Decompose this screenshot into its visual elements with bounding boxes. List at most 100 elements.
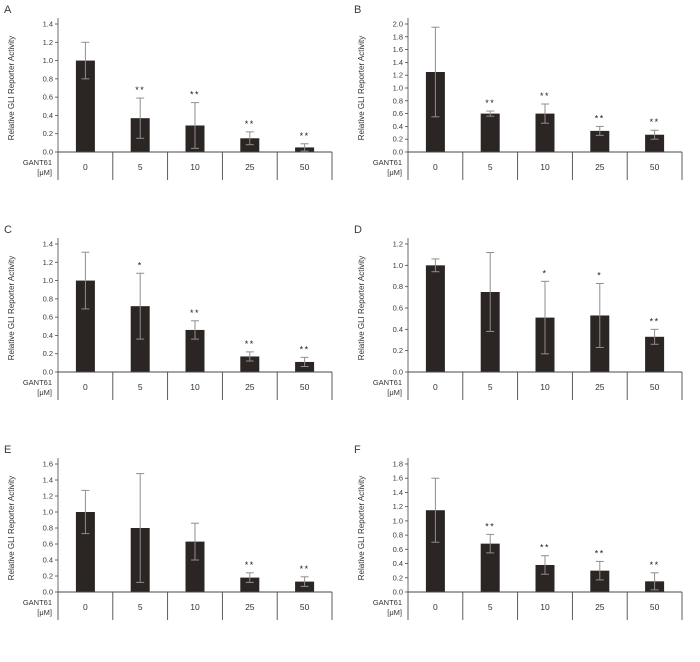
y-tick-label: 0.6 — [43, 540, 53, 549]
bar — [240, 577, 260, 592]
panel-a: A 0.0 0.2 0.4 0.6 0.8 1.0 1.2 1.4 ** ** ** ** 0 5 10 25… — [0, 2, 350, 222]
y-tick-label: 1.4 — [393, 488, 403, 497]
x-category-label: 10 — [190, 382, 200, 392]
y-axis-label: Relative GLI Reporter Activity — [7, 36, 16, 140]
y-tick-label: 0.8 — [43, 524, 53, 533]
bar — [535, 564, 555, 592]
x-category-label: 10 — [190, 162, 200, 172]
x-category-label: 0 — [433, 162, 438, 172]
y-tick-label: 1.2 — [393, 71, 403, 80]
y-tick-label: 0.0 — [393, 148, 403, 157]
significance-marker: ** — [300, 564, 310, 574]
y-tick-label: 1.2 — [393, 240, 403, 249]
y-tick-label: 0.4 — [393, 559, 403, 568]
x-category-label: 5 — [138, 382, 143, 392]
y-tick-label: 2.0 — [393, 20, 403, 29]
x-category-label: 5 — [138, 162, 143, 172]
y-tick-label: 0.6 — [393, 545, 403, 554]
bar — [185, 329, 205, 372]
panel-letter-c: C — [4, 224, 12, 236]
x-category-label: 25 — [245, 382, 255, 392]
x-category-label: 10 — [540, 162, 550, 172]
y-tick-label: 1.2 — [393, 502, 403, 511]
x-category-label: 50 — [300, 602, 310, 612]
bar — [645, 336, 665, 372]
x-category-label: 50 — [650, 382, 660, 392]
y-tick-label: 0.6 — [393, 109, 403, 118]
y-tick-label: 0.2 — [393, 346, 403, 355]
significance-marker: ** — [245, 339, 255, 349]
bar — [425, 510, 445, 592]
x-category-label: 25 — [595, 162, 605, 172]
panel-letter-a: A — [4, 4, 12, 16]
panel-letter-b: B — [354, 4, 362, 16]
significance-marker: ** — [245, 560, 255, 570]
panel-b: B 0.0 0.2 0.4 0.6 0.8 1.0 1.2 1.4 1.6 1.8 2.0 ** ** *… — [350, 2, 700, 222]
bar — [480, 113, 500, 152]
significance-marker: * — [542, 268, 547, 278]
significance-marker: ** — [540, 543, 550, 553]
y-tick-label: 0.8 — [43, 74, 53, 83]
significance-marker: ** — [595, 113, 605, 123]
y-tick-label: 0.8 — [393, 96, 403, 105]
x-category-label: 50 — [650, 602, 660, 612]
y-tick-label: 1.2 — [43, 258, 53, 267]
y-tick-label: 0.2 — [393, 573, 403, 582]
bar — [75, 280, 95, 372]
panel-d: D 0.0 0.2 0.4 0.6 0.8 1.0 1.2 * * ** 0 5 10 25 50 GANT6… — [350, 222, 700, 442]
bar-chart-b: 0.0 0.2 0.4 0.6 0.8 1.0 1.2 1.4 1.6 1.8 2.0 ** ** ** *… — [357, 18, 683, 180]
y-tick-label: 1.6 — [393, 45, 403, 54]
x-category-label: 10 — [540, 602, 550, 612]
y-axis-label: Relative GLI Reporter Activity — [357, 256, 366, 360]
y-tick-label: 0.0 — [43, 588, 53, 597]
panel-letter-f: F — [354, 444, 361, 456]
bar — [590, 130, 610, 152]
x-category-label: 50 — [650, 162, 660, 172]
y-tick-label: 0.4 — [43, 556, 53, 565]
bar — [480, 292, 500, 372]
y-tick-label: 0.4 — [393, 122, 403, 131]
x-category-label: 50 — [300, 162, 310, 172]
y-tick-label: 0.4 — [393, 325, 403, 334]
y-tick-label: 0.2 — [43, 349, 53, 358]
y-tick-label: 1.0 — [43, 508, 53, 517]
significance-marker: ** — [485, 98, 495, 108]
x-category-label: 5 — [488, 602, 493, 612]
y-axis-label: Relative GLI Reporter Activity — [357, 476, 366, 580]
y-tick-label: 1.6 — [43, 460, 53, 469]
y-tick-label: 0.8 — [43, 294, 53, 303]
bar — [75, 60, 95, 153]
y-tick-label: 1.4 — [393, 58, 403, 67]
bar — [645, 134, 665, 152]
significance-marker: ** — [650, 316, 660, 326]
y-axis-label: Relative GLI Reporter Activity — [357, 36, 366, 140]
x-category-label: 50 — [300, 382, 310, 392]
y-tick-label: 0.6 — [393, 304, 403, 313]
y-tick-label: 1.6 — [393, 474, 403, 483]
y-tick-label: 1.8 — [393, 32, 403, 41]
x-category-label: 0 — [433, 602, 438, 612]
y-tick-label: 0.2 — [43, 572, 53, 581]
y-tick-label: 1.2 — [43, 38, 53, 47]
y-tick-label: 0.0 — [393, 588, 403, 597]
x-axis-caption-line1: GANT61 — [23, 158, 52, 167]
x-category-label: 25 — [595, 382, 605, 392]
bar — [480, 543, 500, 592]
x-category-label: 10 — [540, 382, 550, 392]
x-axis-caption-line1: GANT61 — [373, 598, 402, 607]
x-category-label: 5 — [138, 602, 143, 612]
y-tick-label: 0.0 — [43, 148, 53, 157]
x-axis-caption-line2: [μM] — [387, 608, 402, 617]
bar — [75, 512, 95, 592]
bar — [240, 356, 260, 372]
y-tick-label: 0.0 — [43, 368, 53, 377]
bar-chart-d: 0.00.20.40.60.81.01.2* ***0 5 10 25 50GANT61[… — [357, 238, 683, 400]
y-tick-label: 0.2 — [43, 129, 53, 138]
x-category-label: 5 — [488, 162, 493, 172]
significance-marker: * — [138, 260, 143, 270]
x-axis-caption-line1: GANT61 — [373, 378, 402, 387]
x-category-label: 0 — [83, 382, 88, 392]
significance-marker: ** — [135, 85, 145, 95]
panel-letter-d: D — [354, 224, 362, 236]
